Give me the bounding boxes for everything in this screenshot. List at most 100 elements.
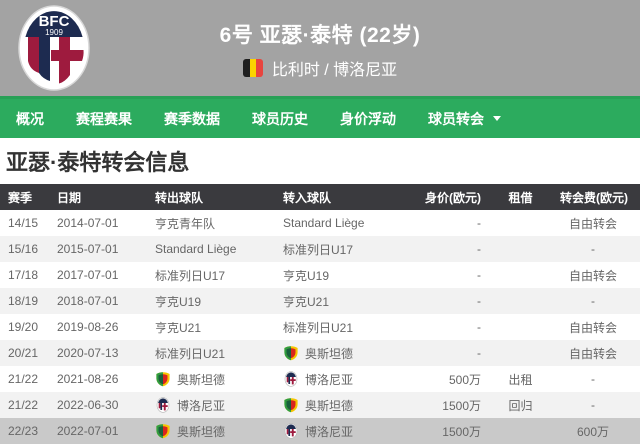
to-team-name: 博洛尼亚 bbox=[305, 424, 354, 439]
to-team-cell: Standard Liège bbox=[283, 216, 425, 230]
from-team-cell: 亨克U21 bbox=[155, 319, 283, 336]
transfer-row: 19/20 2019-08-26 亨克U21 bbox=[0, 314, 640, 340]
col-fee: 转会费(欧元) bbox=[560, 190, 628, 205]
season-cell: 17/18 bbox=[8, 268, 39, 282]
to-team-name: 博洛尼亚 bbox=[305, 372, 354, 387]
tab-fixtures-results[interactable]: 赛程赛果 bbox=[76, 110, 132, 127]
to-team-name: Standard Liège bbox=[283, 216, 365, 230]
main-nav: 概况 赛程赛果 赛季数据 球员历史 身价浮动 球员转会 bbox=[0, 96, 640, 138]
date-cell: 2019-08-26 bbox=[57, 320, 119, 334]
to-team-name: 奥斯坦德 bbox=[305, 398, 354, 413]
market-value-cell: - bbox=[477, 242, 481, 256]
date-cell: 2022-06-30 bbox=[57, 398, 119, 412]
col-to-team: 转入球队 bbox=[283, 190, 332, 205]
market-value-cell: 1500万 bbox=[442, 424, 481, 439]
to-team-name: 亨克U19 bbox=[283, 268, 330, 283]
loan-cell: 出租 bbox=[508, 372, 533, 387]
market-value-cell: 1500万 bbox=[442, 398, 481, 413]
market-value-cell: - bbox=[477, 294, 481, 308]
from-team-cell: 奥斯坦德 bbox=[155, 371, 283, 388]
oostende-logo-icon bbox=[284, 398, 298, 413]
crest-abbr: BFC bbox=[39, 13, 70, 30]
fee-cell: 自由转会 bbox=[568, 346, 617, 361]
from-team-cell: Standard Liège bbox=[155, 242, 283, 256]
to-team-cell: 亨克U21 bbox=[283, 293, 425, 310]
col-from-team: 转出球队 bbox=[155, 190, 204, 205]
col-season: 赛季 bbox=[8, 190, 33, 205]
oostende-logo-icon bbox=[284, 346, 298, 361]
tab-value-history[interactable]: 身价浮动 bbox=[340, 110, 396, 127]
from-team-cell: 亨克U19 bbox=[155, 293, 283, 310]
tab-player-history[interactable]: 球员历史 bbox=[252, 110, 308, 127]
page-title: 亚瑟·泰特转会信息 bbox=[6, 150, 190, 175]
season-cell: 14/15 bbox=[8, 216, 39, 230]
tab-transfers[interactable]: 球员转会 bbox=[412, 99, 517, 138]
bologna-logo-icon bbox=[284, 423, 298, 439]
fee-cell: - bbox=[591, 242, 595, 256]
player-subtitle: 比利时 / 博洛尼亚 bbox=[242, 56, 397, 80]
fee-cell: 600万 bbox=[576, 424, 610, 439]
to-team-name: 标准列日U17 bbox=[283, 242, 354, 257]
from-team-name: 奥斯坦德 bbox=[177, 424, 226, 439]
to-team-cell: 亨克U19 bbox=[283, 267, 425, 284]
date-cell: 2014-07-01 bbox=[57, 216, 119, 230]
market-value-cell: - bbox=[477, 268, 481, 282]
loan-cell: 回归 bbox=[508, 398, 533, 413]
to-team-cell: 标准列日U21 bbox=[283, 319, 425, 336]
player-header: BFC 1909 6号 亚瑟·泰特 (22岁) 比利时 / 博洛尼亚 bbox=[0, 0, 640, 96]
from-team-name: 标准列日U21 bbox=[155, 346, 226, 361]
crest-year: 1909 bbox=[45, 28, 63, 37]
season-cell: 18/19 bbox=[8, 294, 39, 308]
col-loan: 租借 bbox=[508, 190, 533, 205]
to-team-cell: 博洛尼亚 bbox=[283, 423, 425, 440]
to-team-name: 亨克U21 bbox=[283, 294, 330, 309]
season-cell: 20/21 bbox=[8, 346, 39, 360]
to-team-cell: 奥斯坦德 bbox=[283, 397, 425, 414]
season-cell: 21/22 bbox=[8, 372, 39, 386]
player-title: 6号 亚瑟·泰特 (22岁) bbox=[219, 23, 421, 47]
market-value-cell: 500万 bbox=[448, 372, 481, 387]
fee-cell: - bbox=[591, 294, 595, 308]
date-cell: 2022-07-01 bbox=[57, 424, 119, 438]
to-team-cell: 标准列日U17 bbox=[283, 241, 425, 258]
section-header: 亚瑟·泰特转会信息 bbox=[0, 138, 640, 184]
to-team-name: 奥斯坦德 bbox=[305, 346, 354, 361]
date-cell: 2018-07-01 bbox=[57, 294, 119, 308]
table-body: 14/15 2014-07-01 亨克青年队 bbox=[0, 210, 640, 444]
player-titles: 6号 亚瑟·泰特 (22岁) 比利时 / 博洛尼亚 bbox=[0, 0, 640, 96]
chevron-down-icon bbox=[493, 116, 501, 121]
from-team-name: Standard Liège bbox=[155, 242, 237, 256]
from-team-name: 亨克U21 bbox=[155, 320, 202, 335]
from-team-name: 亨克青年队 bbox=[155, 216, 216, 231]
fee-cell: 自由转会 bbox=[568, 216, 617, 231]
date-cell: 2015-07-01 bbox=[57, 242, 119, 256]
from-team-cell: 博洛尼亚 bbox=[155, 397, 283, 414]
to-team-cell: 博洛尼亚 bbox=[283, 371, 425, 388]
transfer-row: 20/21 2020-07-13 标准列日U21 bbox=[0, 340, 640, 366]
from-team-cell: 奥斯坦德 bbox=[155, 423, 283, 440]
date-cell: 2021-08-26 bbox=[57, 372, 119, 386]
col-date: 日期 bbox=[57, 190, 82, 205]
table-header-row: 赛季 日期 转出球队 转入球队 身价(欧元) 租借 转会费(欧元) bbox=[0, 184, 640, 210]
belgium-flag-icon bbox=[242, 58, 263, 77]
from-team-name: 标准列日U17 bbox=[155, 268, 226, 283]
transfer-row: 22/23 2022-07-01 奥斯坦德 bbox=[0, 418, 640, 444]
to-team-cell: 奥斯坦德 bbox=[283, 345, 425, 362]
tab-overview[interactable]: 概况 bbox=[16, 110, 44, 127]
fee-cell: 自由转会 bbox=[568, 268, 617, 283]
transfer-row: 14/15 2014-07-01 亨克青年队 bbox=[0, 210, 640, 236]
from-team-name: 奥斯坦德 bbox=[177, 372, 226, 387]
bologna-logo-icon bbox=[156, 397, 170, 413]
transfer-row: 15/16 2015-07-01 Standard Liège bbox=[0, 236, 640, 262]
market-value-cell: - bbox=[477, 346, 481, 360]
fee-cell: - bbox=[591, 398, 595, 412]
transfer-row: 18/19 2018-07-01 亨克U19 bbox=[0, 288, 640, 314]
to-team-name: 标准列日U21 bbox=[283, 320, 354, 335]
oostende-logo-icon bbox=[156, 372, 170, 387]
date-cell: 2017-07-01 bbox=[57, 268, 119, 282]
market-value-cell: - bbox=[477, 320, 481, 334]
from-team-cell: 标准列日U17 bbox=[155, 267, 283, 284]
transfer-row: 17/18 2017-07-01 标准列日U17 bbox=[0, 262, 640, 288]
tab-season-stats[interactable]: 赛季数据 bbox=[164, 110, 220, 127]
season-cell: 15/16 bbox=[8, 242, 39, 256]
